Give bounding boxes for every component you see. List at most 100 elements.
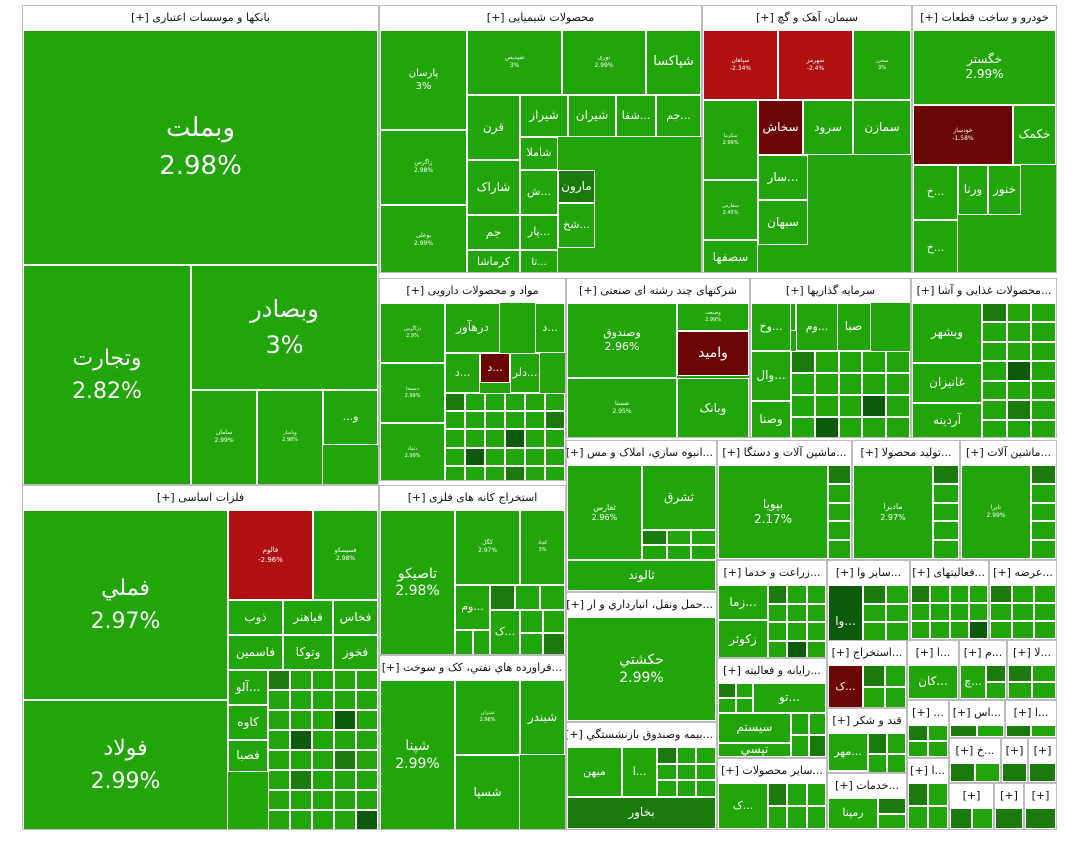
minor-stock-tile[interactable] (768, 783, 788, 806)
minor-stock-tile[interactable] (808, 735, 826, 757)
minor-stock-tile[interactable] (886, 373, 910, 395)
stock-tile[interactable]: ...آلو (228, 670, 268, 705)
minor-stock-tile[interactable] (791, 417, 815, 437)
stock-tile[interactable]: فولاد 2.99% (23, 700, 228, 829)
minor-stock-tile[interactable] (505, 465, 525, 480)
stock-tile[interactable]: پارسان 3% (380, 30, 467, 130)
minor-stock-tile[interactable] (520, 610, 543, 633)
minor-stock-tile[interactable] (485, 447, 505, 466)
minor-stock-tile[interactable] (268, 690, 290, 710)
minor-stock-tile[interactable] (884, 665, 906, 687)
stock-tile[interactable]: وبصادر 3% (191, 265, 378, 390)
stock-tile[interactable]: سپاهان -2.34% (703, 30, 778, 100)
minor-stock-tile[interactable] (968, 585, 988, 603)
minor-stock-tile[interactable] (950, 763, 975, 782)
minor-stock-tile[interactable] (886, 351, 910, 373)
minor-stock-tile[interactable] (986, 665, 1006, 682)
stock-tile[interactable]: شپنا 2.99% (380, 680, 455, 829)
stock-tile[interactable]: فصبا (228, 740, 268, 772)
minor-stock-tile[interactable] (356, 790, 378, 810)
minor-stock-tile[interactable] (642, 545, 667, 560)
minor-stock-tile[interactable] (657, 747, 677, 764)
sector-header[interactable]: ...رایانه و فعالیته [+] (718, 659, 826, 683)
stock-tile[interactable]: ...ا (622, 747, 657, 797)
minor-stock-tile[interactable] (868, 753, 887, 772)
minor-stock-tile[interactable] (520, 632, 543, 654)
minor-stock-tile[interactable] (806, 640, 826, 657)
stock-tile[interactable]: وصنا (751, 401, 791, 437)
minor-stock-tile[interactable] (982, 400, 1007, 420)
minor-stock-tile[interactable] (862, 373, 887, 395)
minor-stock-tile[interactable] (312, 730, 334, 750)
sector-header[interactable]: [+] (1025, 784, 1056, 808)
minor-stock-tile[interactable] (863, 603, 886, 622)
minor-stock-tile[interactable] (312, 790, 334, 810)
minor-stock-tile[interactable] (505, 393, 525, 412)
minor-stock-tile[interactable] (356, 710, 378, 730)
stock-tile[interactable]: وبملت 2.98% (23, 30, 378, 265)
minor-stock-tile[interactable] (525, 429, 545, 448)
minor-stock-tile[interactable] (445, 393, 465, 412)
minor-stock-tile[interactable] (977, 725, 1004, 737)
stock-tile[interactable]: مارون (558, 170, 595, 203)
minor-stock-tile[interactable] (334, 750, 356, 770)
stock-tile[interactable]: ...خ (913, 165, 958, 220)
minor-stock-tile[interactable] (696, 763, 716, 781)
minor-stock-tile[interactable] (990, 603, 1012, 621)
sector-header[interactable]: قند و شکر [+] (828, 709, 906, 733)
minor-stock-tile[interactable] (542, 610, 565, 633)
minor-stock-tile[interactable] (791, 713, 809, 735)
minor-stock-tile[interactable] (696, 747, 716, 764)
stock-tile[interactable]: بپویا 2.17% (718, 465, 828, 559)
stock-tile[interactable]: شاراک (467, 160, 520, 215)
minor-stock-tile[interactable] (911, 585, 931, 603)
minor-stock-tile[interactable] (990, 621, 1012, 639)
stock-tile[interactable]: وپاسار 2.98% (257, 390, 323, 484)
minor-stock-tile[interactable] (312, 750, 334, 770)
stock-tile[interactable]: ...ک (718, 783, 768, 829)
minor-stock-tile[interactable] (676, 763, 697, 781)
minor-stock-tile[interactable] (863, 687, 885, 707)
minor-stock-tile[interactable] (1031, 521, 1056, 541)
minor-stock-tile[interactable] (1006, 341, 1032, 362)
minor-stock-tile[interactable] (1032, 682, 1056, 699)
stock-tile[interactable]: دسبحا 2.99% (380, 363, 445, 423)
minor-stock-tile[interactable] (838, 395, 863, 417)
stock-tile[interactable]: ...خ (913, 220, 958, 272)
minor-stock-tile[interactable] (455, 630, 473, 654)
sector-header[interactable]: ...لا [+] (1008, 641, 1056, 665)
minor-stock-tile[interactable] (525, 411, 545, 430)
stock-tile[interactable]: و... (323, 390, 378, 445)
stock-tile[interactable]: وبانک (677, 378, 749, 437)
minor-stock-tile[interactable] (268, 750, 290, 770)
stock-tile[interactable]: فاسمین (228, 635, 283, 670)
stock-tile[interactable]: ...وخ (751, 303, 791, 351)
minor-stock-tile[interactable] (676, 780, 697, 797)
stock-tile[interactable]: ...شفا (616, 95, 656, 137)
sector-header[interactable]: ...ساير وا [+] (828, 561, 909, 585)
sector-header[interactable]: ...ا [+] (908, 641, 958, 665)
minor-stock-tile[interactable] (465, 411, 485, 430)
minor-stock-tile[interactable] (838, 373, 863, 395)
minor-stock-tile[interactable] (485, 429, 505, 448)
minor-stock-tile[interactable] (312, 810, 334, 829)
minor-stock-tile[interactable] (485, 465, 505, 480)
minor-stock-tile[interactable] (1034, 585, 1056, 603)
stock-tile[interactable]: فخوز (333, 635, 378, 670)
minor-stock-tile[interactable] (806, 603, 826, 622)
minor-stock-tile[interactable] (1031, 540, 1056, 559)
stock-tile[interactable]: ...مهر (828, 733, 868, 771)
stock-tile[interactable]: خودساز -1.58% (913, 105, 1013, 165)
minor-stock-tile[interactable] (465, 429, 485, 448)
stock-tile[interactable]: ...د (535, 303, 565, 353)
minor-stock-tile[interactable] (828, 521, 851, 541)
sector-header[interactable]: ...بیمه وصندوق بازنشستگي [+] (567, 723, 716, 747)
minor-stock-tile[interactable] (787, 806, 807, 829)
minor-stock-tile[interactable] (545, 429, 565, 448)
stock-tile[interactable]: ...دلر (510, 353, 540, 393)
stock-tile[interactable]: صبا (836, 303, 871, 351)
minor-stock-tile[interactable] (982, 419, 1007, 437)
minor-stock-tile[interactable] (666, 545, 692, 560)
stock-tile[interactable]: مادیرا 2.97% (853, 465, 933, 559)
minor-stock-tile[interactable] (1034, 603, 1056, 621)
